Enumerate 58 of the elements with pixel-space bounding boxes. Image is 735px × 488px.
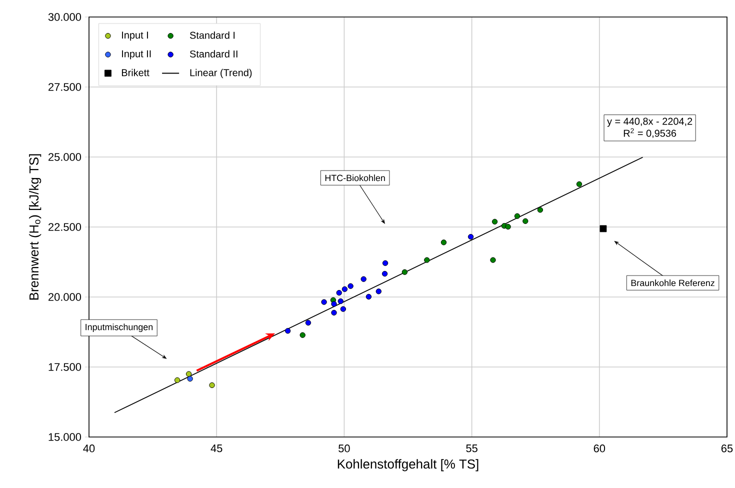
annotation: Inputmischungen [86,324,153,332]
x-tick-label: 60 [594,444,606,452]
point [284,328,291,334]
point [522,218,528,224]
point [209,382,215,388]
point [505,224,511,230]
x-tick-label: 40 [83,444,95,452]
legend-label: Standard I [190,31,235,39]
x-tick-label: 55 [466,444,478,452]
point [360,276,366,282]
point [382,260,388,266]
point [376,288,382,294]
point [424,257,430,263]
y-axis-title: Brennwert (H$_{o}$) [kJ/kg TS] [29,154,42,300]
legend-label: Standard II [190,50,238,58]
point [490,257,496,263]
y-tick-label: 30.000 [48,13,82,21]
point [174,377,180,384]
point [537,207,544,213]
y-tick-label: 27.500 [48,83,82,91]
y-tick-label: 15.000 [48,433,82,441]
point [576,181,582,188]
point [342,286,348,292]
annotation: HTC-Biokohlen [325,174,385,182]
point [600,225,607,232]
y-tick-label: 17.500 [48,363,82,371]
y-tick-label: 22.500 [48,223,82,231]
point [331,301,337,307]
legend-label: Linear (Trend) [190,68,252,78]
legend-label: Input I [122,32,148,41]
y-tick-label: 20.000 [48,293,82,301]
x-tick-label: 65 [721,444,733,452]
point [187,376,193,382]
point [492,218,498,225]
point [514,213,520,219]
point [186,371,192,377]
point [340,306,346,312]
point [331,310,337,316]
x-axis-title: Kohlenstoffgehalt [% TS] [338,459,478,472]
point [382,270,388,277]
legend-label: Brikett [122,68,150,76]
point [468,234,474,240]
point [440,240,447,246]
point [402,269,408,275]
annotation: Braunkohle Referenz [631,280,714,286]
point [338,298,344,304]
y-tick-label: 25.000 [48,153,82,161]
annotation: y = 440,8x - 2204,2 [607,118,692,127]
annotation: R$^{2}$ = 0,9536 [624,128,676,138]
legend-label: Input II [122,50,151,60]
point [336,290,342,296]
point [366,294,372,300]
point [305,320,312,326]
point [300,332,306,338]
x-tick-label: 50 [338,444,350,452]
point [321,299,327,305]
x-tick-label: 45 [210,444,222,452]
point [348,283,354,289]
